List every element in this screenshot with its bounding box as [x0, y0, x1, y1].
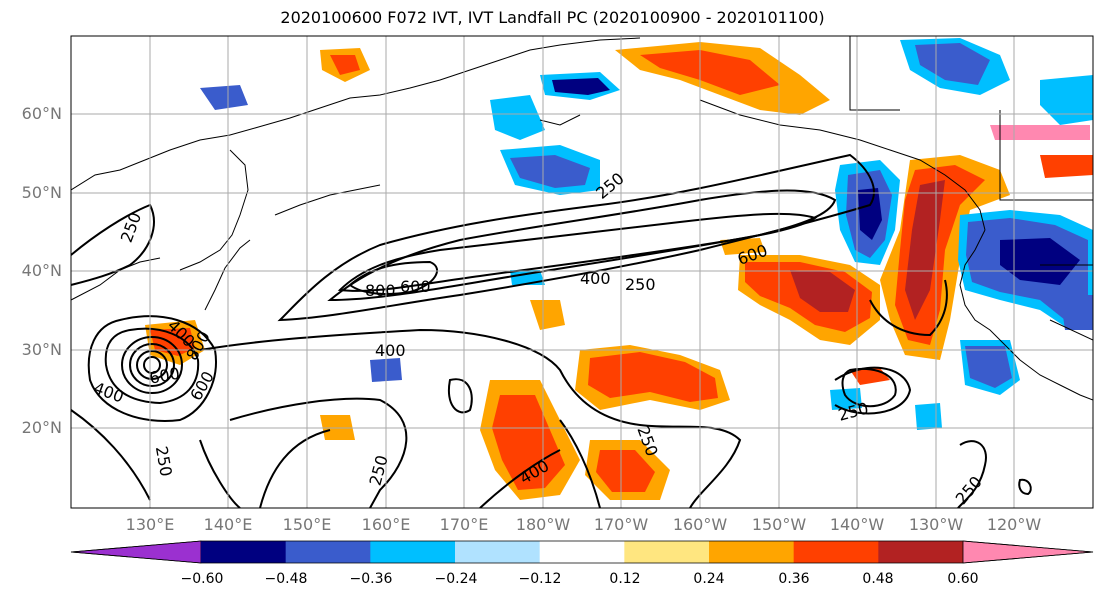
lon-label: 150°W: [751, 515, 807, 534]
contour-label: 400: [375, 341, 406, 360]
contour-label: 250: [625, 275, 656, 294]
contour-label: 800: [365, 281, 396, 300]
colorbar-tick-label: −0.36: [349, 571, 393, 587]
lon-label: 170°W: [593, 515, 649, 534]
colorbar-segment: [624, 541, 710, 563]
lon-label: 160°W: [672, 515, 728, 534]
colorbar-tick-label: −0.48: [264, 571, 308, 587]
lon-label: 150°E: [282, 515, 332, 534]
lat-label: 40°N: [21, 261, 62, 280]
ivt-contours: [71, 153, 1032, 508]
colorbar-tick-label: −0.60: [180, 571, 224, 587]
colorbar-segment: [539, 541, 625, 563]
map-frame: [70, 35, 1094, 509]
colorbar-extend-low: [70, 540, 202, 564]
colorbar-tick-label: 0.60: [947, 571, 979, 587]
colorbar-segment: [285, 541, 371, 563]
colorbar-tick-label: −0.24: [434, 571, 478, 587]
lon-label: 130°E: [125, 515, 175, 534]
gridlines: [71, 36, 1093, 508]
map-panel: 250 250 250 250 250 250 250 250 400 400 …: [70, 35, 1094, 509]
positive-shading: [145, 42, 1093, 500]
colorbar-tick-label: 0.12: [609, 571, 641, 587]
negative-shading: [200, 38, 1093, 430]
contour-label: 400: [580, 269, 611, 288]
lon-label: 130°W: [908, 515, 964, 534]
coastlines: [71, 36, 1093, 401]
colorbar-segment: [878, 541, 964, 563]
lon-label: 120°W: [986, 515, 1042, 534]
lon-label: 160°E: [361, 515, 411, 534]
colorbar-tick-label: −0.12: [518, 571, 562, 587]
colorbar-segment: [370, 541, 456, 563]
lat-label: 30°N: [21, 340, 62, 359]
colorbar-tick-label: 0.48: [862, 571, 894, 587]
map-title: 2020100600 F072 IVT, IVT Landfall PC (20…: [280, 8, 825, 27]
colorbar-segment: [201, 541, 287, 563]
colorbar-tick-label: 0.36: [778, 571, 810, 587]
lat-label: 60°N: [21, 104, 62, 123]
lat-label: 50°N: [21, 183, 62, 202]
lon-label: 140°E: [203, 515, 253, 534]
colorbar-extend-high: [962, 540, 1094, 564]
lon-label: 140°W: [829, 515, 885, 534]
colorbar-segment: [455, 541, 541, 563]
colorbar-segment: [793, 541, 879, 563]
colorbar-segment: [709, 541, 795, 563]
colorbar-outline: [70, 540, 1094, 564]
lon-label: 180°W: [515, 515, 571, 534]
colorbar-tick-label: 0.24: [693, 571, 725, 587]
contour-label: 600: [400, 277, 431, 296]
lat-label: 20°N: [21, 418, 62, 437]
lon-label: 170°E: [439, 515, 489, 534]
